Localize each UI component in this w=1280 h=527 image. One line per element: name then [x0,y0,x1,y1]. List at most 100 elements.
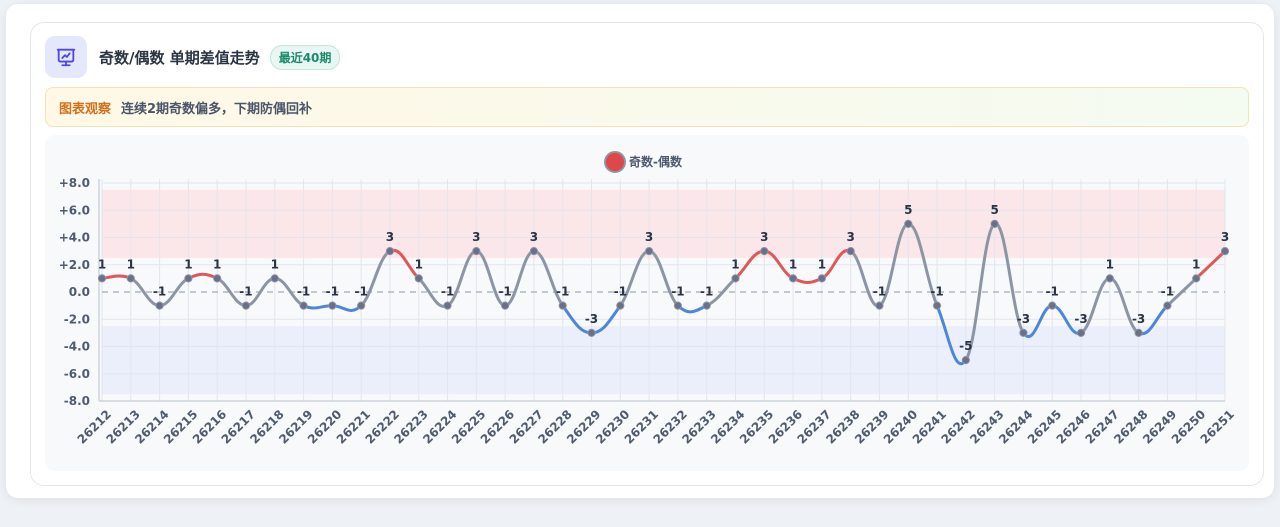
data-point [414,274,423,283]
data-label: 1 [731,257,739,271]
data-point [1134,328,1143,337]
data-label: -1 [354,285,367,299]
y-tick-label: -6.0 [64,367,90,381]
data-point [529,247,539,256]
data-point [472,247,481,256]
data-point [558,301,567,310]
data-point [673,301,682,310]
observation-banner: 图表观察 连续2期奇数偏多，下期防偶回补 [45,87,1249,127]
data-label: 3 [1221,230,1229,244]
data-label: -1 [441,285,454,299]
data-point [1192,274,1201,283]
data-point [587,328,596,337]
data-label: 1 [213,257,221,271]
data-label: 1 [1192,257,1200,271]
data-label: -1 [326,285,339,299]
data-label: -1 [930,285,943,299]
data-point [1048,301,1057,310]
data-label: 3 [530,230,538,244]
data-point [1076,328,1086,337]
data-point [155,301,164,310]
data-label: -1 [700,285,713,299]
data-label: -1 [498,285,511,299]
legend-label[interactable]: 奇数-偶数 [629,154,683,169]
data-point [270,274,279,283]
series-line-segment [302,304,334,310]
data-label: 1 [789,257,797,271]
y-tick-label: -4.0 [64,340,90,354]
data-point [875,301,884,310]
data-point [299,301,308,310]
series-line-segment [676,304,709,314]
data-label: 1 [98,257,106,271]
data-point [932,301,942,310]
data-point [1019,328,1028,337]
data-label: 3 [386,230,394,244]
data-label: 3 [472,230,480,244]
data-point [184,274,193,283]
data-point [990,219,999,228]
data-point [501,301,510,310]
data-label: 3 [846,230,854,244]
y-tick-label: +8.0 [59,176,90,190]
y-tick-label: +2.0 [59,258,90,272]
chart-title: 奇数/偶数 单期差值走势 [99,48,260,67]
data-point [846,247,855,256]
data-point [241,301,251,310]
y-tick-label: -2.0 [64,312,90,326]
data-label: 1 [415,257,423,271]
data-point [97,274,107,283]
lower-band [102,326,1225,395]
data-point [385,247,395,256]
data-point [904,219,913,228]
series-line-segment [330,304,363,312]
series-line-segment [935,304,968,365]
data-point [760,247,769,256]
card-header: 奇数/偶数 单期差值走势 最近40期 [45,36,341,78]
chart-area: +8.0 +6.0 +4.0 +2.0 0.0 -2.0 -4.0 -6.0 -8.0 26212… [45,135,1249,471]
line-chart: +8.0+6.0+4.0+2.00.0-2.0-4.0-6.0-8.026212… [59,151,1237,447]
period-badge: 最近40期 [269,44,341,70]
data-label: -1 [1161,285,1174,299]
y-tick-label: -8.0 [64,394,90,408]
data-point [213,274,222,283]
data-label: -1 [614,285,627,299]
data-label: 1 [1106,257,1114,271]
data-label: -1 [873,285,886,299]
data-point [702,301,711,310]
data-point [961,356,970,365]
data-label: -5 [959,339,972,353]
data-label: -3 [1017,312,1030,326]
data-label: 5 [990,203,998,217]
series-line-segment [993,222,1025,335]
data-label: 3 [760,230,768,244]
y-tick-label: +4.0 [59,231,90,245]
series-line-segment [791,276,824,284]
data-label: -3 [585,312,598,326]
data-point [357,301,366,310]
data-label: -1 [671,285,684,299]
data-point [788,274,798,283]
data-label: -1 [153,285,166,299]
series-line-segment [100,274,133,280]
y-tick-label: 0.0 [69,285,90,299]
data-point [443,301,452,310]
data-point [1105,274,1114,283]
upper-band [102,189,1225,258]
legend-marker[interactable] [604,151,626,173]
data-point [1220,247,1230,256]
y-tick-label: +6.0 [59,203,90,217]
data-label: 1 [271,257,279,271]
data-label: 1 [818,257,826,271]
chart-card: 奇数/偶数 单期差值走势 最近40期 图表观察 连续2期奇数偏多，下期防偶回补 … [30,22,1264,486]
data-label: 5 [904,203,912,217]
data-point [817,274,826,283]
data-label: -3 [1074,312,1087,326]
data-label: 1 [127,257,135,271]
data-point [126,274,135,283]
observation-text: 连续2期奇数偏多，下期防偶回补 [121,101,313,117]
data-label: -1 [239,285,252,299]
data-label: -1 [1046,285,1059,299]
series-line-segment [186,272,219,280]
page-background: 奇数/偶数 单期差值走势 最近40期 图表观察 连续2期奇数偏多，下期防偶回补 … [6,4,1274,498]
